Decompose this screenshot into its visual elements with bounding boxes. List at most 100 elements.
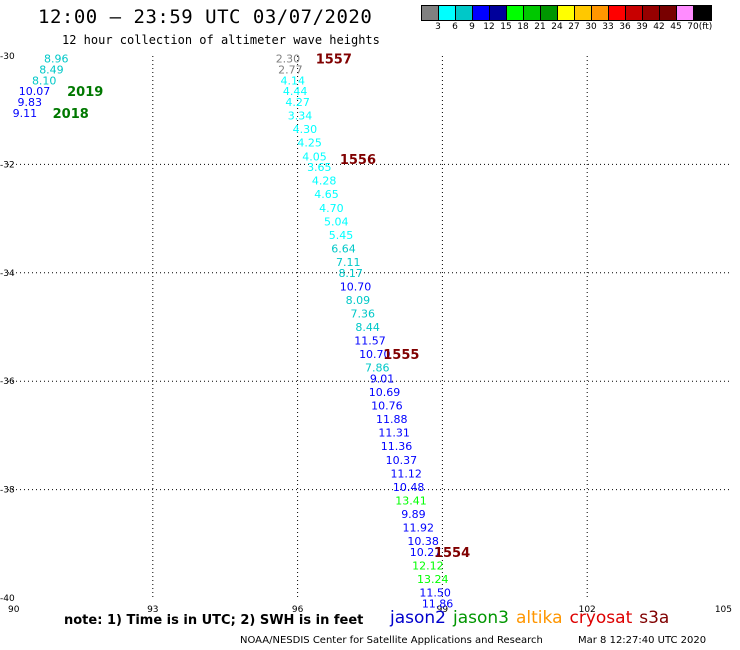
y-tick-label: -36: [0, 377, 15, 387]
wave-height-point: 11.92: [403, 522, 435, 535]
wave-height-point: 10.37: [386, 454, 418, 467]
legend-color-box: [609, 6, 626, 20]
map-title: 12:00 — 23:59 UTC 03/07/2020: [38, 6, 373, 28]
legend-color-box: [490, 6, 507, 20]
wave-height-point: 11.36: [381, 440, 413, 453]
wave-height-point: 4.44: [283, 85, 308, 98]
legend-color-box: [694, 6, 711, 20]
map-subtitle: 12 hour collection of altimeter wave hei…: [62, 33, 380, 47]
legend-label: 24: [551, 22, 563, 32]
wave-height-point: 13.41: [395, 494, 427, 507]
wave-height-point: 10.38: [407, 535, 439, 548]
legend-label: 15: [500, 22, 512, 32]
satellite-name-s3a: s3a: [639, 608, 670, 628]
legend-label: 36: [619, 22, 631, 32]
legend-color-box: [473, 6, 490, 20]
wave-height-point: 4.25: [297, 137, 322, 150]
legend-label: (ft): [698, 22, 713, 32]
wave-height-point: 4.65: [314, 188, 339, 201]
legend-label: 33: [602, 22, 614, 32]
wave-height-point: 8.09: [346, 294, 371, 307]
wave-height-point: 9.01: [370, 372, 395, 385]
legend-color-box: [575, 6, 592, 20]
wave-height-point: 8.10: [32, 74, 57, 87]
legend-label: 70: [687, 22, 699, 32]
wave-height-point: 11.57: [354, 335, 386, 348]
legend-color-box: [677, 6, 694, 20]
satellite-name-jason3: jason3: [453, 608, 509, 628]
y-tick-label: -38: [0, 486, 15, 496]
wave-height-point: 4.30: [293, 123, 318, 136]
orbit-annotation: 2019: [67, 85, 103, 100]
wave-height-point: 4.28: [312, 175, 337, 188]
legend-color-box: [507, 6, 524, 20]
legend-color-box: [626, 6, 643, 20]
legend-color-box: [541, 6, 558, 20]
legend-label: 27: [568, 22, 580, 32]
wave-height-point: 8.96: [44, 53, 69, 66]
wave-height-color-legend: 3 6 9 12 15 18 21 24 27 30 33 36 39 42 45 70 (ft): [421, 5, 712, 33]
x-tick-label: 96: [292, 605, 304, 615]
wave-height-point: 7.36: [351, 307, 376, 320]
wave-height-point: 11.88: [376, 413, 408, 426]
wave-height-point: 5.45: [329, 229, 354, 242]
footer-note: note: 1) Time is in UTC; 2) SWH is in fe…: [64, 613, 364, 628]
orbit-annotation: 1555: [383, 348, 419, 363]
wave-height-point: 10.70: [359, 348, 391, 361]
legend-color-box: [660, 6, 677, 20]
legend-label: 39: [636, 22, 648, 32]
y-tick-label: -34: [0, 269, 15, 279]
x-tick-label: 93: [147, 605, 158, 615]
legend-color-boxes: [421, 5, 712, 21]
wave-height-point: 8.44: [355, 321, 380, 334]
x-tick-label: 99: [437, 605, 449, 615]
wave-height-point: 10.27: [410, 546, 442, 559]
legend-color-box: [422, 6, 439, 20]
satellite-legend: jason2 jason3 altika cryosat s3a: [390, 608, 676, 628]
wave-height-point: 2.77: [278, 64, 303, 77]
timestamp-text: Mar 8 12:27:40 UTC 2020: [578, 635, 707, 646]
wave-height-point: 11.12: [390, 467, 422, 480]
legend-labels: 3 6 9 12 15 18 21 24 27 30 33 36 39 42 45 70 (ft): [421, 21, 712, 33]
wave-height-point: 10.69: [369, 386, 401, 399]
wave-height-point: 4.27: [285, 96, 310, 109]
x-tick-label: 90: [8, 605, 20, 615]
wave-height-point: 11.86: [422, 597, 454, 610]
legend-color-box: [439, 6, 456, 20]
legend-label: 30: [585, 22, 597, 32]
legend-label: 3: [435, 22, 441, 32]
x-tick-label: 102: [579, 605, 596, 615]
wave-height-point: 9.89: [401, 508, 426, 521]
legend-color-box: [592, 6, 609, 20]
wave-height-point: 3.34: [288, 110, 313, 123]
legend-color-box: [456, 6, 473, 20]
wave-height-point: 5.04: [324, 215, 349, 228]
legend-label: 6: [452, 22, 458, 32]
satellite-name-cryosat: cryosat: [569, 608, 633, 628]
wave-height-point: 8.49: [39, 64, 64, 77]
y-tick-label: -32: [0, 160, 15, 170]
wave-height-point: 4.05: [302, 150, 327, 163]
satellite-name-altika: altika: [516, 608, 563, 628]
orbit-annotation: 2018: [53, 107, 89, 122]
wave-height-point: 10.07: [19, 85, 51, 98]
wave-height-point: 4.14: [281, 74, 306, 87]
wave-height-point: 7.86: [365, 362, 390, 375]
orbit-annotation: 1556: [340, 153, 376, 168]
y-tick-label: -30: [0, 52, 15, 62]
y-tick-label: -40: [0, 594, 15, 604]
legend-label: 12: [483, 22, 495, 32]
wave-height-point: 3.65: [307, 161, 332, 174]
wave-height-point: 10.70: [340, 280, 372, 293]
legend-color-box: [643, 6, 660, 20]
wave-height-point: 4.70: [319, 202, 344, 215]
orbit-annotation: 1554: [434, 546, 470, 561]
credit-text: NOAA/NESDIS Center for Satellite Applica…: [240, 635, 543, 646]
wave-height-point: 13.24: [417, 573, 449, 586]
orbit-annotation: 1557: [316, 53, 352, 68]
wave-height-point: 9.11: [13, 107, 38, 120]
wave-height-point: 10.48: [393, 481, 425, 494]
legend-label: 42: [653, 22, 665, 32]
wave-height-point: 8.17: [338, 267, 363, 280]
